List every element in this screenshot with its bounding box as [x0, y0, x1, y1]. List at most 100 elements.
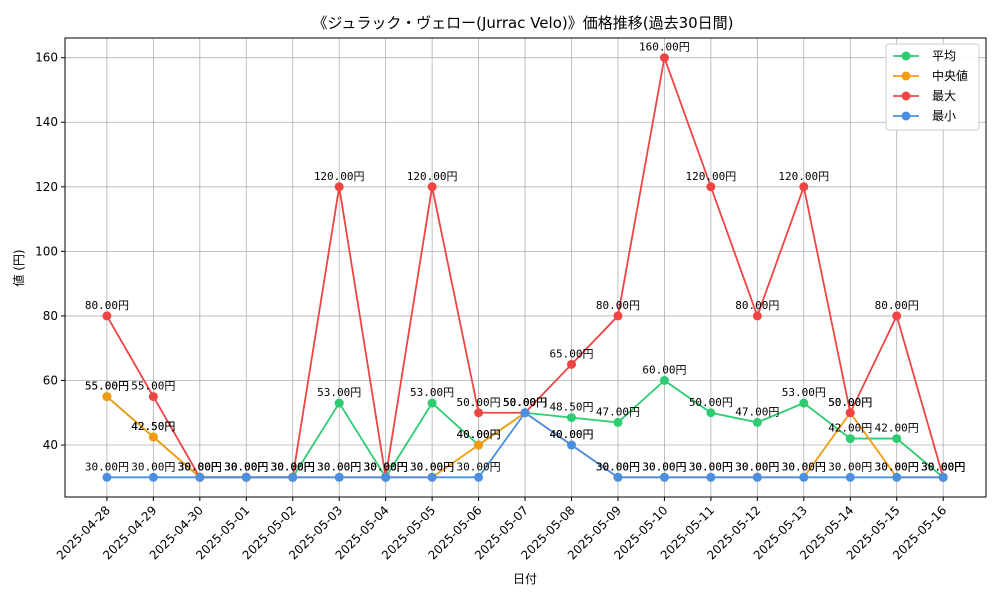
legend-label: 平均 [932, 49, 956, 63]
data-label-1: 30.00円 [921, 460, 965, 473]
data-point-3 [520, 408, 530, 418]
data-label-0: 55.00円 [85, 380, 129, 393]
data-label-3: 30.00円 [689, 460, 733, 473]
data-label-3: 30.00円 [410, 460, 454, 473]
data-label-3: 30.00円 [364, 460, 408, 473]
data-label-2: 120.00円 [407, 170, 458, 183]
data-label-3: 30.00円 [457, 460, 501, 473]
data-label-0: 40.00円 [457, 428, 501, 441]
legend-label: 最小 [932, 109, 956, 123]
data-label-1: 30.00円 [596, 460, 640, 473]
data-label-1: 30.00円 [224, 460, 268, 473]
data-label-1: 55.00円 [85, 380, 129, 393]
data-label-2: 30.00円 [224, 460, 268, 473]
data-point-2 [474, 408, 484, 418]
data-point-0 [613, 417, 623, 427]
legend-box [885, 43, 980, 131]
data-label-3: 30.00円 [85, 460, 129, 473]
data-point-3 [241, 472, 251, 482]
data-label-2: 80.00円 [596, 299, 640, 312]
data-point-2 [659, 53, 669, 63]
data-label-0: 42.00円 [828, 422, 872, 435]
data-label-0: 53.00円 [410, 386, 454, 399]
data-label-0: 50.00円 [503, 396, 547, 409]
data-label-2: 65.00円 [549, 347, 593, 360]
data-label-2: 50.00円 [828, 396, 872, 409]
data-label-1: 30.00円 [271, 460, 315, 473]
data-label-2: 30.00円 [921, 460, 965, 473]
data-point-0 [659, 375, 669, 385]
y-tick-label: 40 [43, 438, 58, 452]
data-label-2: 55.00円 [131, 380, 175, 393]
data-label-3: 30.00円 [642, 460, 686, 473]
data-label-0: 30.00円 [364, 460, 408, 473]
data-label-1: 40.00円 [457, 428, 501, 441]
data-point-2 [706, 182, 716, 192]
series-points [102, 53, 948, 482]
data-label-0: 50.00円 [689, 396, 733, 409]
data-point-2 [102, 311, 112, 321]
data-label-3: 30.00円 [178, 460, 222, 473]
y-tick-label: 60 [43, 373, 58, 387]
y-tick-label: 160 [35, 51, 58, 65]
data-label-1: 30.00円 [782, 460, 826, 473]
data-label-1: 30.00円 [178, 460, 222, 473]
data-label-2: 30.00円 [271, 460, 315, 473]
data-point-0 [845, 434, 855, 444]
data-label-2: 80.00円 [85, 299, 129, 312]
data-label-3: 30.00円 [271, 460, 315, 473]
data-point-3 [706, 472, 716, 482]
data-point-3 [381, 472, 391, 482]
data-label-1: 30.00円 [642, 460, 686, 473]
data-label-0: 48.50円 [549, 401, 593, 414]
data-label-3: 50.00円 [503, 396, 547, 409]
y-tick-label: 120 [35, 180, 58, 194]
data-point-3 [474, 472, 484, 482]
data-point-3 [288, 472, 298, 482]
data-point-2 [845, 408, 855, 418]
data-point-3 [334, 472, 344, 482]
data-point-0 [799, 398, 809, 408]
data-label-3: 30.00円 [921, 460, 965, 473]
data-point-2 [752, 311, 762, 321]
data-label-2: 80.00円 [875, 299, 919, 312]
data-label-2: 120.00円 [314, 170, 365, 183]
data-label-3: 30.00円 [828, 460, 872, 473]
data-label-3: 30.00円 [782, 460, 826, 473]
data-point-0 [427, 398, 437, 408]
data-label-1: 50.00円 [503, 396, 547, 409]
data-label-2: 50.00円 [457, 396, 501, 409]
legend-swatch-marker [901, 91, 911, 101]
data-point-2 [427, 182, 437, 192]
data-label-1: 30.00円 [689, 460, 733, 473]
data-label-2: 160.00円 [639, 41, 690, 54]
data-label-1: 42.50円 [131, 420, 175, 433]
y-axis-ticks: 40 60 80 100 120 140 160 [35, 51, 65, 452]
data-label-1: 30.00円 [410, 460, 454, 473]
y-axis-label: 値 (円) [11, 249, 26, 286]
data-point-3 [148, 472, 158, 482]
data-label-2: 80.00円 [735, 299, 779, 312]
x-axis-label: 日付 [513, 572, 537, 586]
data-label-2: 30.00円 [178, 460, 222, 473]
data-point-3 [938, 472, 948, 482]
data-point-2 [613, 311, 623, 321]
data-point-2 [892, 311, 902, 321]
data-label-0: 53.00円 [782, 386, 826, 399]
data-label-3: 30.00円 [596, 460, 640, 473]
data-label-2: 30.00円 [364, 460, 408, 473]
legend-label: 最大 [932, 89, 956, 103]
data-point-3 [567, 440, 576, 450]
data-point-3 [845, 472, 855, 482]
data-point-1 [102, 392, 112, 402]
data-point-0 [567, 413, 576, 423]
data-label-1: 50.00円 [828, 396, 872, 409]
data-label-3: 30.00円 [317, 460, 361, 473]
data-label-0: 42.50円 [131, 420, 175, 433]
data-point-3 [752, 472, 762, 482]
data-point-2 [148, 392, 158, 402]
legend-label: 中央値 [932, 68, 968, 83]
data-label-3: 30.00円 [224, 460, 268, 473]
